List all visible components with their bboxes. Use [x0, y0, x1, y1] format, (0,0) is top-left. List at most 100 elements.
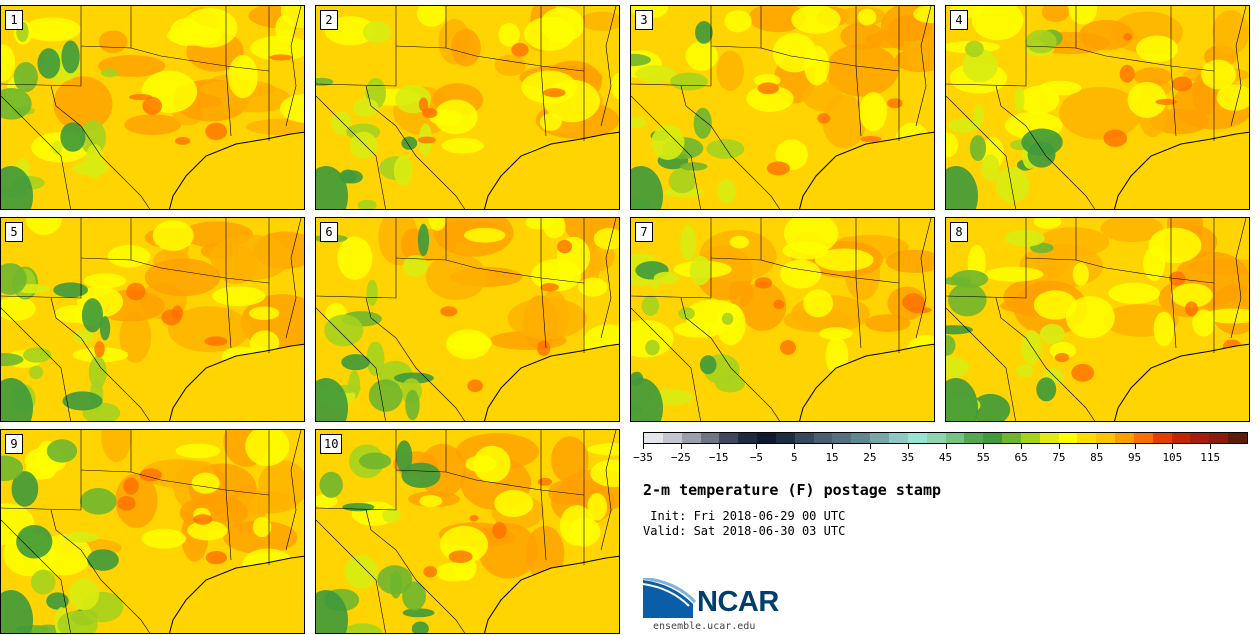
plot-title: 2-m temperature (F) postage stamp — [643, 481, 942, 499]
member-label: 2 — [320, 10, 338, 30]
member-panel-3: 3 — [630, 5, 935, 210]
member-label: 4 — [950, 10, 968, 30]
colorbar-tick-label: 55 — [976, 451, 990, 464]
colorbar-tick-label: 5 — [790, 451, 798, 464]
member-label: 3 — [635, 10, 653, 30]
colorbar-tick-label: 65 — [1014, 451, 1028, 464]
colorbar-swatch — [1058, 433, 1078, 443]
colorbar-swatch — [983, 433, 1003, 443]
colorbar-swatch — [644, 433, 663, 443]
member-label: 5 — [5, 222, 23, 242]
colorbar-swatch — [757, 433, 776, 443]
colorbar-tick-label: 75 — [1052, 451, 1066, 464]
colorbar-swatch — [794, 433, 814, 443]
colorbar-swatch — [1228, 433, 1247, 443]
member-label: 6 — [320, 222, 338, 242]
colorbar-tick — [718, 444, 720, 449]
temperature-map — [631, 6, 934, 209]
temperature-map — [946, 218, 1249, 421]
colorbar-tick — [1172, 444, 1174, 449]
ncar-logo-text: NCAR — [697, 586, 779, 618]
colorbar-swatch — [662, 433, 682, 443]
member-panel-6: 6 — [315, 217, 620, 422]
colorbar-tick — [945, 444, 947, 449]
colorbar-tick — [1134, 444, 1136, 449]
colorbar-swatch — [964, 433, 984, 443]
colorbar-swatch — [1152, 433, 1172, 443]
member-panel-2: 2 — [315, 5, 620, 210]
temperature-map — [946, 6, 1249, 209]
member-panel-5: 5 — [0, 217, 305, 422]
colorbar-swatch — [813, 433, 833, 443]
member-panel-4: 4 — [945, 5, 1250, 210]
colorbar-tick — [983, 444, 985, 449]
colorbar-swatch — [1115, 433, 1134, 443]
colorbar-swatch — [870, 433, 889, 443]
colorbar-swatch — [681, 433, 701, 443]
colorbar-tick — [907, 444, 909, 449]
colorbar-tick-label: 105 — [1162, 451, 1183, 464]
member-label: 10 — [320, 434, 343, 454]
colorbar-tick — [832, 444, 834, 449]
member-label: 1 — [5, 10, 23, 30]
colorbar-tick-label: 25 — [863, 451, 877, 464]
colorbar-swatch — [945, 433, 965, 443]
ncar-logo-icon — [643, 578, 697, 618]
temperature-map — [1, 6, 304, 209]
temperature-map — [1, 430, 304, 633]
colorbar-swatch — [738, 433, 758, 443]
colorbar-tick — [1096, 444, 1098, 449]
member-panel-9: 9 — [0, 429, 305, 634]
colorbar-tick — [756, 444, 758, 449]
member-panel-10: 10 — [315, 429, 620, 634]
temperature-map — [631, 218, 934, 421]
colorbar-swatch — [1039, 433, 1059, 443]
colorbar-swatch — [926, 433, 946, 443]
colorbar-tick — [869, 444, 871, 449]
colorbar-swatch — [907, 433, 927, 443]
colorbar-tick-label: 115 — [1200, 451, 1221, 464]
colorbar-tick — [794, 444, 796, 449]
colorbar-ticks: −35 −25 −15 −5 5 15 25 35 45 55 65 75 85 95 105 115 — [633, 444, 1248, 466]
colorbar-swatch — [1171, 433, 1191, 443]
colorbar-swatch — [775, 433, 795, 443]
colorbar-swatch — [1209, 433, 1229, 443]
temperature-colorbar — [643, 432, 1248, 444]
colorbar-tick — [680, 444, 682, 449]
colorbar-swatch — [1002, 433, 1021, 443]
colorbar-tick-label: −25 — [670, 451, 691, 464]
colorbar-swatch — [1020, 433, 1040, 443]
member-label: 7 — [635, 222, 653, 242]
colorbar-swatch — [1096, 433, 1116, 443]
temperature-map — [316, 430, 619, 633]
colorbar-swatch — [851, 433, 871, 443]
colorbar-tick — [1058, 444, 1060, 449]
member-label: 9 — [5, 434, 23, 454]
colorbar-tick — [1210, 444, 1212, 449]
colorbar-tick-label: 35 — [901, 451, 915, 464]
temperature-map — [316, 218, 619, 421]
member-panel-1: 1 — [0, 5, 305, 210]
temperature-map — [1, 218, 304, 421]
colorbar-tick-label: 85 — [1090, 451, 1104, 464]
colorbar-swatch — [719, 433, 739, 443]
colorbar-tick-label: 15 — [825, 451, 839, 464]
colorbar-swatch — [832, 433, 852, 443]
colorbar-tick-label: −15 — [708, 451, 729, 464]
member-panel-7: 7 — [630, 217, 935, 422]
colorbar-swatch — [1077, 433, 1097, 443]
colorbar-tick — [643, 444, 644, 449]
colorbar-tick-label: 45 — [938, 451, 953, 464]
temperature-map — [316, 6, 619, 209]
member-label: 8 — [950, 222, 968, 242]
colorbar-tick-label: −35 — [633, 451, 653, 464]
member-panel-8: 8 — [945, 217, 1250, 422]
colorbar-swatch — [700, 433, 720, 443]
valid-time: Valid: Sat 2018-06-30 03 UTC — [643, 524, 846, 538]
colorbar-swatch — [1190, 433, 1210, 443]
colorbar-tick-label: −5 — [749, 451, 764, 464]
site-url: ensemble.ucar.edu — [653, 621, 756, 632]
colorbar-swatch — [1133, 433, 1153, 443]
colorbar-tick-label: 95 — [1127, 451, 1142, 464]
init-time: Init: Fri 2018-06-29 00 UTC — [643, 509, 846, 523]
